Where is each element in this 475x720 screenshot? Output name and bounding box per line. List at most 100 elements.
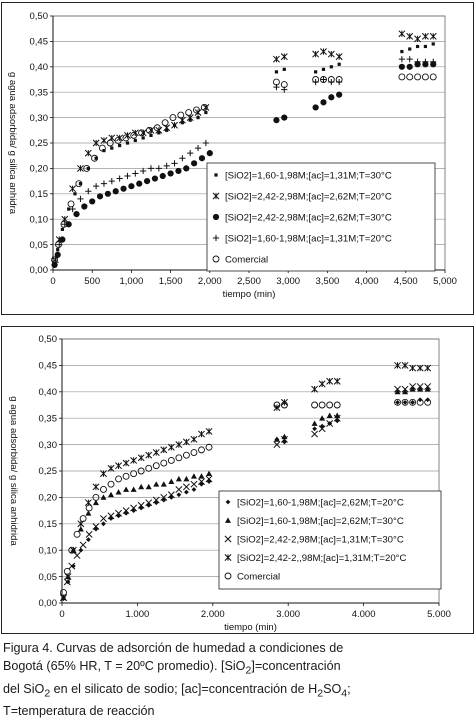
data-point <box>409 383 417 390</box>
data-point <box>423 44 427 49</box>
data-point <box>424 386 431 392</box>
data-point <box>169 114 177 122</box>
data-point <box>73 211 80 218</box>
data-point <box>274 70 279 74</box>
data-point <box>395 399 400 405</box>
caption-subscript: 2 <box>317 687 324 700</box>
x-tick-label: 1.000 <box>126 609 150 620</box>
data-point <box>409 398 417 406</box>
legend-entry: [SiO2]=2,42-2,98M;[ac]=1,31M;T=30°C <box>237 534 404 545</box>
data-point <box>398 73 406 81</box>
data-point <box>182 438 190 446</box>
data-point <box>421 32 429 40</box>
data-point <box>414 73 422 81</box>
data-point <box>124 172 131 180</box>
data-point <box>424 364 432 372</box>
data-point <box>137 501 145 509</box>
y-tick-label: 0,40 <box>39 387 58 398</box>
data-point <box>328 94 335 101</box>
legend-entry: [SiO2]=2,42-2,,98M;[ac]=1,31M;T=20°C <box>237 553 406 564</box>
data-point <box>141 136 145 140</box>
data-point <box>401 385 409 393</box>
data-point <box>319 415 326 421</box>
data-point <box>94 156 98 160</box>
data-point <box>417 386 424 392</box>
data-point <box>145 126 153 134</box>
data-point <box>100 494 107 500</box>
data-point <box>406 56 413 63</box>
legend-marker <box>224 535 232 543</box>
data-point <box>115 509 123 517</box>
data-point <box>60 227 65 231</box>
data-point <box>92 499 99 506</box>
data-point <box>89 198 96 205</box>
data-point <box>96 193 104 200</box>
data-point <box>107 480 115 488</box>
data-point <box>320 76 327 83</box>
x-tick-label: 2,000 <box>198 276 222 287</box>
data-point <box>312 50 320 58</box>
data-point <box>137 454 145 462</box>
y-tick-label: 0,10 <box>30 214 49 225</box>
data-point <box>175 454 183 462</box>
data-point <box>198 473 205 479</box>
data-point <box>101 521 106 527</box>
x-tick-label: 3,500 <box>316 276 340 287</box>
data-point <box>206 150 213 157</box>
data-point <box>85 188 92 195</box>
data-point <box>329 65 333 69</box>
data-point <box>75 180 83 188</box>
x-tick-label: 0 <box>50 276 55 287</box>
data-point <box>190 480 198 488</box>
data-point <box>198 155 206 162</box>
data-point <box>93 526 99 532</box>
y-axis-title: g agua adsorbida/ g silica anhidrida <box>8 396 19 546</box>
data-point <box>394 361 401 369</box>
y-tick-label: 0,35 <box>39 413 58 424</box>
caption-text: en el silicato de sodio; [ac]=concentrac… <box>50 681 318 696</box>
series-4 <box>60 361 432 602</box>
legend-entry: [SiO2]=2,42-2,98M;[ac]=2,62M;T=20°C <box>225 191 392 202</box>
data-point <box>70 563 76 569</box>
data-point <box>123 510 129 516</box>
data-point <box>280 81 288 89</box>
data-point <box>409 364 417 372</box>
data-point <box>337 62 341 66</box>
data-point <box>120 185 127 192</box>
x-axis-title: tiempo (min) <box>223 289 276 300</box>
x-tick-label: 4.000 <box>352 609 376 620</box>
legend-entry: Comercial <box>225 254 268 265</box>
legend-box <box>218 490 442 590</box>
series-5 <box>51 73 437 264</box>
x-tick-label: 5.000 <box>427 609 451 620</box>
data-point <box>160 493 168 501</box>
data-point <box>334 412 341 418</box>
data-point <box>68 546 76 554</box>
y-tick-label: 0,00 <box>30 265 49 276</box>
caption-text: ]=concentración <box>251 659 341 673</box>
data-point <box>69 546 77 554</box>
data-point <box>280 435 288 443</box>
x-tick-label: 1,000 <box>120 276 144 287</box>
data-point <box>429 73 437 81</box>
data-point <box>133 138 137 143</box>
data-point <box>327 50 335 58</box>
data-point <box>431 42 435 46</box>
legend-entry: Comercial <box>237 571 280 582</box>
data-point <box>336 91 343 98</box>
data-point <box>77 526 84 532</box>
data-point <box>140 167 147 175</box>
caption-subscript: 2 <box>245 664 252 677</box>
data-point <box>78 547 84 553</box>
caption-line-1: Figura 4. Curvas de adsorción de humedad… <box>3 639 473 657</box>
data-point <box>110 146 114 150</box>
data-point <box>281 114 288 121</box>
data-point <box>202 103 210 111</box>
data-point <box>122 459 130 467</box>
data-point <box>152 462 160 470</box>
caption-subscript: 4 <box>341 687 348 700</box>
data-point <box>273 401 281 409</box>
chart-2-frame: 0,00 0,05 0,10 0,15 0,20 0,25 0,30 0,35 0,40 0,45… <box>1 326 474 634</box>
data-point <box>320 48 327 56</box>
data-point <box>77 195 84 202</box>
